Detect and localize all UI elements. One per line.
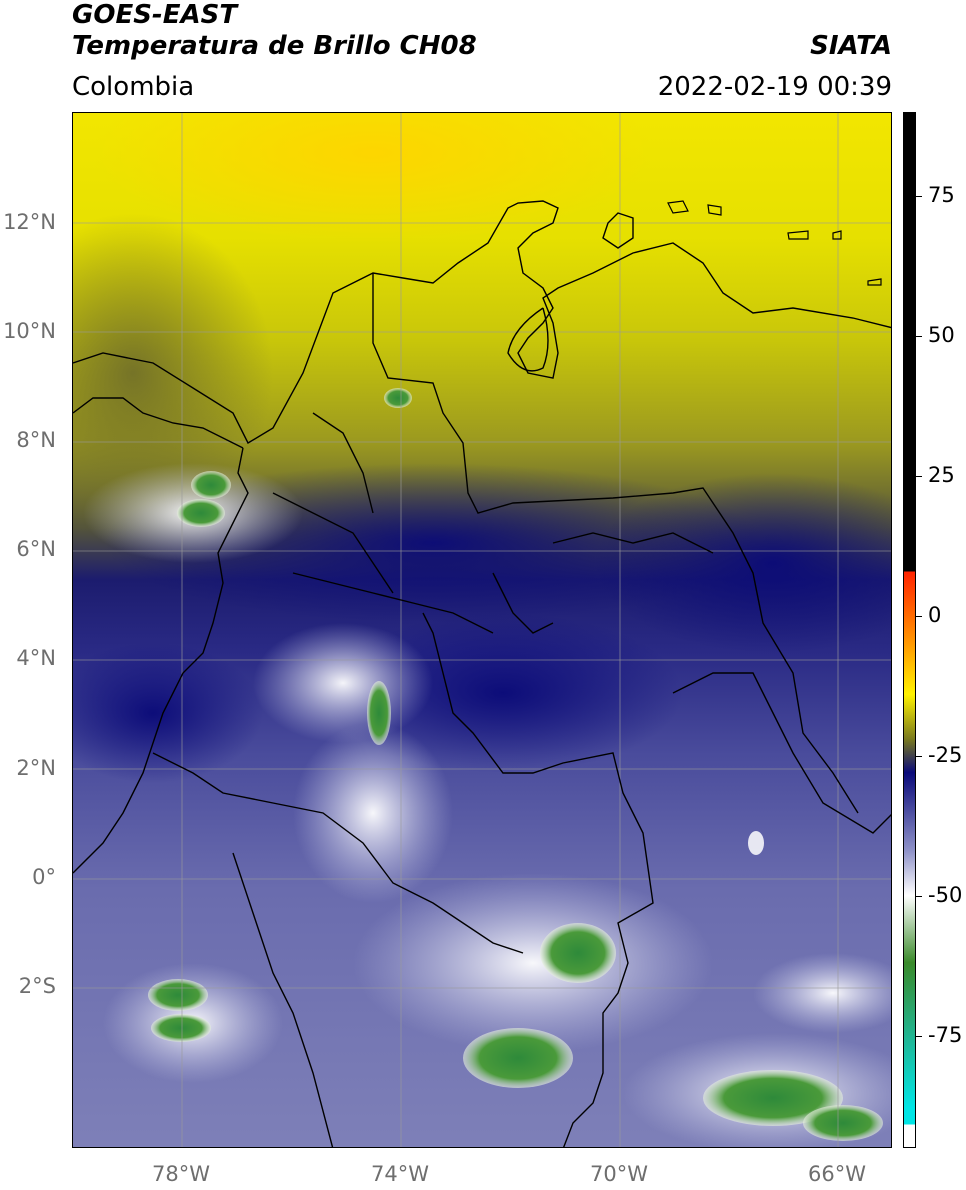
- colorbar-tick: [916, 616, 922, 617]
- colorbar-tick: [916, 756, 922, 757]
- agency-label: SIATA: [810, 31, 892, 61]
- brightness-temperature-field: [73, 113, 891, 1147]
- lon-label-70w: 70°W: [590, 1162, 648, 1186]
- lat-label-6n: 6°N: [16, 537, 56, 561]
- colorbar-label: 50: [928, 323, 955, 347]
- colorbar-label: 25: [928, 463, 955, 487]
- lat-label-2s: 2°S: [18, 974, 56, 998]
- lat-label-2n: 2°N: [16, 756, 56, 780]
- product-title: Temperatura de Brillo CH08: [72, 31, 477, 61]
- lat-label-12n: 12°N: [3, 210, 56, 234]
- satellite-map[interactable]: [72, 112, 892, 1148]
- graticule: [73, 113, 891, 1147]
- colorbar-label: -25: [928, 743, 963, 767]
- colorbar-label: -75: [928, 1023, 963, 1047]
- lat-label-10n: 10°N: [3, 319, 56, 343]
- colorbar-tick: [916, 196, 922, 197]
- lat-label-0: 0°: [32, 865, 56, 889]
- satellite-title: GOES-EAST: [72, 0, 238, 30]
- colorbar-tick: [916, 1036, 922, 1037]
- lon-label-78w: 78°W: [152, 1162, 210, 1186]
- colorbar-label: 0: [928, 603, 942, 627]
- colorbar-tick: [916, 336, 922, 337]
- coastlines-borders: [73, 200, 891, 1147]
- lat-label-4n: 4°N: [16, 646, 56, 670]
- colorbar: [903, 112, 916, 1148]
- datetime-label: 2022-02-19 00:39: [657, 72, 892, 102]
- region-label: Colombia: [72, 72, 195, 102]
- colorbar-tick: [916, 476, 922, 477]
- colorbar-label: -50: [928, 883, 963, 907]
- lon-label-66w: 66°W: [808, 1162, 866, 1186]
- colorbar-tick: [916, 896, 922, 897]
- lon-label-74w: 74°W: [371, 1162, 429, 1186]
- lat-label-8n: 8°N: [16, 428, 56, 452]
- colorbar-label: 75: [928, 183, 955, 207]
